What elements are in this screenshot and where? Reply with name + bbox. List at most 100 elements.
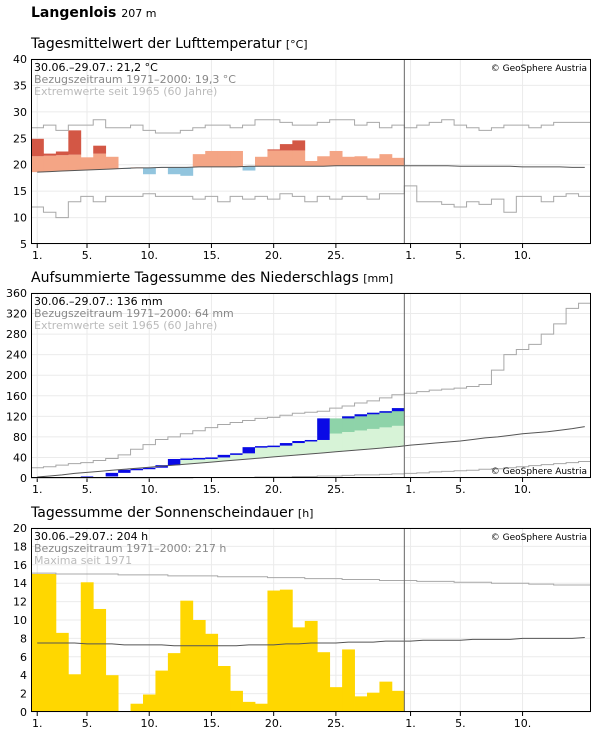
precipitation-fill <box>180 458 194 465</box>
y-tick-label: 4 <box>20 669 27 682</box>
sunshine-bar <box>180 600 194 712</box>
x-tick-label: 25. <box>327 717 345 729</box>
precipitation-fill <box>192 457 206 464</box>
precipitation-increment <box>279 443 293 446</box>
precipitation-title: Aufsummierte Tagessumme des Niederschlag… <box>31 270 394 286</box>
station-elevation: 207 m <box>121 7 157 20</box>
precipitation-base <box>367 448 380 478</box>
precipitation-base <box>167 465 181 478</box>
sunshine-title: Tagessumme der Sonnenscheindauer [h] <box>31 505 314 521</box>
sunshine-bar <box>105 675 119 712</box>
temperature-bar <box>267 150 281 167</box>
precipitation-increment <box>217 454 231 458</box>
x-tick-label: 5. <box>82 483 93 496</box>
y-tick-label: 360 <box>6 287 27 300</box>
x-tick-label: 5. <box>82 717 93 729</box>
normal-line <box>37 426 585 478</box>
temperature-bar <box>317 156 331 167</box>
y-tick-label: 14 <box>13 577 27 590</box>
precipitation-fill-strong <box>379 411 393 428</box>
x-tick-label: 1. <box>405 717 416 729</box>
precipitation-chart: 0 40 80 120 160 200 240 280 320 360 1. 5. 10. 15. 20. 2… <box>6 287 591 496</box>
precipitation-base <box>180 464 194 478</box>
x-tick-label: 5. <box>455 483 466 496</box>
x-tick-label: 10. <box>140 249 158 262</box>
sunshine-bar <box>329 687 343 712</box>
precipitation-increment <box>242 447 256 454</box>
temperature-bar <box>329 150 343 166</box>
precipitation-increment <box>118 469 131 473</box>
precipitation-base <box>354 449 368 478</box>
precipitation-increment <box>167 458 181 466</box>
precipitation-base <box>279 455 293 478</box>
precipitation-base <box>304 453 318 478</box>
precipitation-base <box>255 457 268 478</box>
y-tick-label: 6 <box>20 651 27 664</box>
reference-summary: Bezugszeitraum 1971–2000: 19,3 °C <box>34 73 236 86</box>
y-tick-label: 240 <box>6 349 27 362</box>
copyright-label: © GeoSphere Austria <box>491 64 587 74</box>
precipitation-increment <box>180 458 194 460</box>
y-tick-label: 40 <box>13 451 27 464</box>
sunshine-bar <box>304 620 318 712</box>
precipitation-increment <box>205 457 219 459</box>
x-tick-label: 20. <box>265 483 283 496</box>
y-tick-label: 160 <box>6 390 27 403</box>
precipitation-increment <box>342 416 355 419</box>
sunshine-bar <box>130 703 144 712</box>
precipitation-increment <box>317 418 331 440</box>
temperature-bar <box>80 157 94 170</box>
plot-frame <box>31 528 591 712</box>
plot-frame <box>31 293 591 478</box>
precipitation-bars <box>80 408 405 478</box>
y-tick-label: 40 <box>13 53 27 66</box>
max-extreme-line <box>31 119 591 134</box>
precipitation-fill <box>292 441 306 455</box>
sunshine-bar <box>167 653 181 712</box>
precipitation-increment <box>192 457 206 460</box>
precipitation-fill <box>217 454 231 462</box>
y-tick-label: 30 <box>13 106 27 119</box>
x-tick-label: 25. <box>327 483 345 496</box>
temperature-bar-strong <box>43 153 57 156</box>
x-tick-label: 1. <box>32 483 43 496</box>
precipitation-fill <box>267 445 281 457</box>
precipitation-increment <box>105 472 119 477</box>
temperature-chart: 5 10 15 20 25 30 35 40 1. 5. 10. 15. 20. 25. 1. 5. 10. 30… <box>13 53 591 262</box>
temperature-bar <box>192 154 206 167</box>
x-tick-label: 5. <box>455 249 466 262</box>
temperature-bar-strong <box>55 151 69 156</box>
temperature-bar <box>43 155 57 172</box>
precipitation-increment <box>354 414 368 417</box>
sunshine-bar <box>255 703 268 712</box>
precipitation-fill <box>279 443 293 456</box>
temperature-bar <box>279 150 293 167</box>
normal-line <box>37 165 585 173</box>
x-tick-label: 5. <box>455 717 466 729</box>
x-tick-label: 25. <box>327 249 345 262</box>
precipitation-increment <box>255 446 268 448</box>
x-tick-label: 10. <box>514 249 532 262</box>
temperature-bar-strong <box>68 130 82 155</box>
x-tick-label: 10. <box>140 717 158 729</box>
precipitation-base <box>329 451 343 478</box>
precipitation-fill <box>391 425 405 447</box>
y-tick-label: 0 <box>20 706 27 719</box>
copyright-label: © GeoSphere Austria <box>491 467 587 477</box>
x-tick-label: 15. <box>203 483 221 496</box>
x-tick-label: 1. <box>32 249 43 262</box>
period-summary: 30.06.–29.07.: 136 mm <box>34 295 163 308</box>
temperature-bar <box>205 150 219 167</box>
x-tick-label: 1. <box>405 249 416 262</box>
sunshine-bar <box>267 590 281 712</box>
sunshine-bar <box>242 701 256 712</box>
y-tick-label: 8 <box>20 632 27 645</box>
temperature-bar <box>391 157 405 166</box>
temperature-bar <box>379 154 393 166</box>
temperature-bar-strong <box>267 149 281 151</box>
temperature-bars <box>31 130 405 176</box>
y-tick-label: 10 <box>13 212 27 225</box>
temperature-bar <box>55 155 69 172</box>
precipitation-base <box>230 460 243 478</box>
sunshine-bar <box>230 690 243 712</box>
